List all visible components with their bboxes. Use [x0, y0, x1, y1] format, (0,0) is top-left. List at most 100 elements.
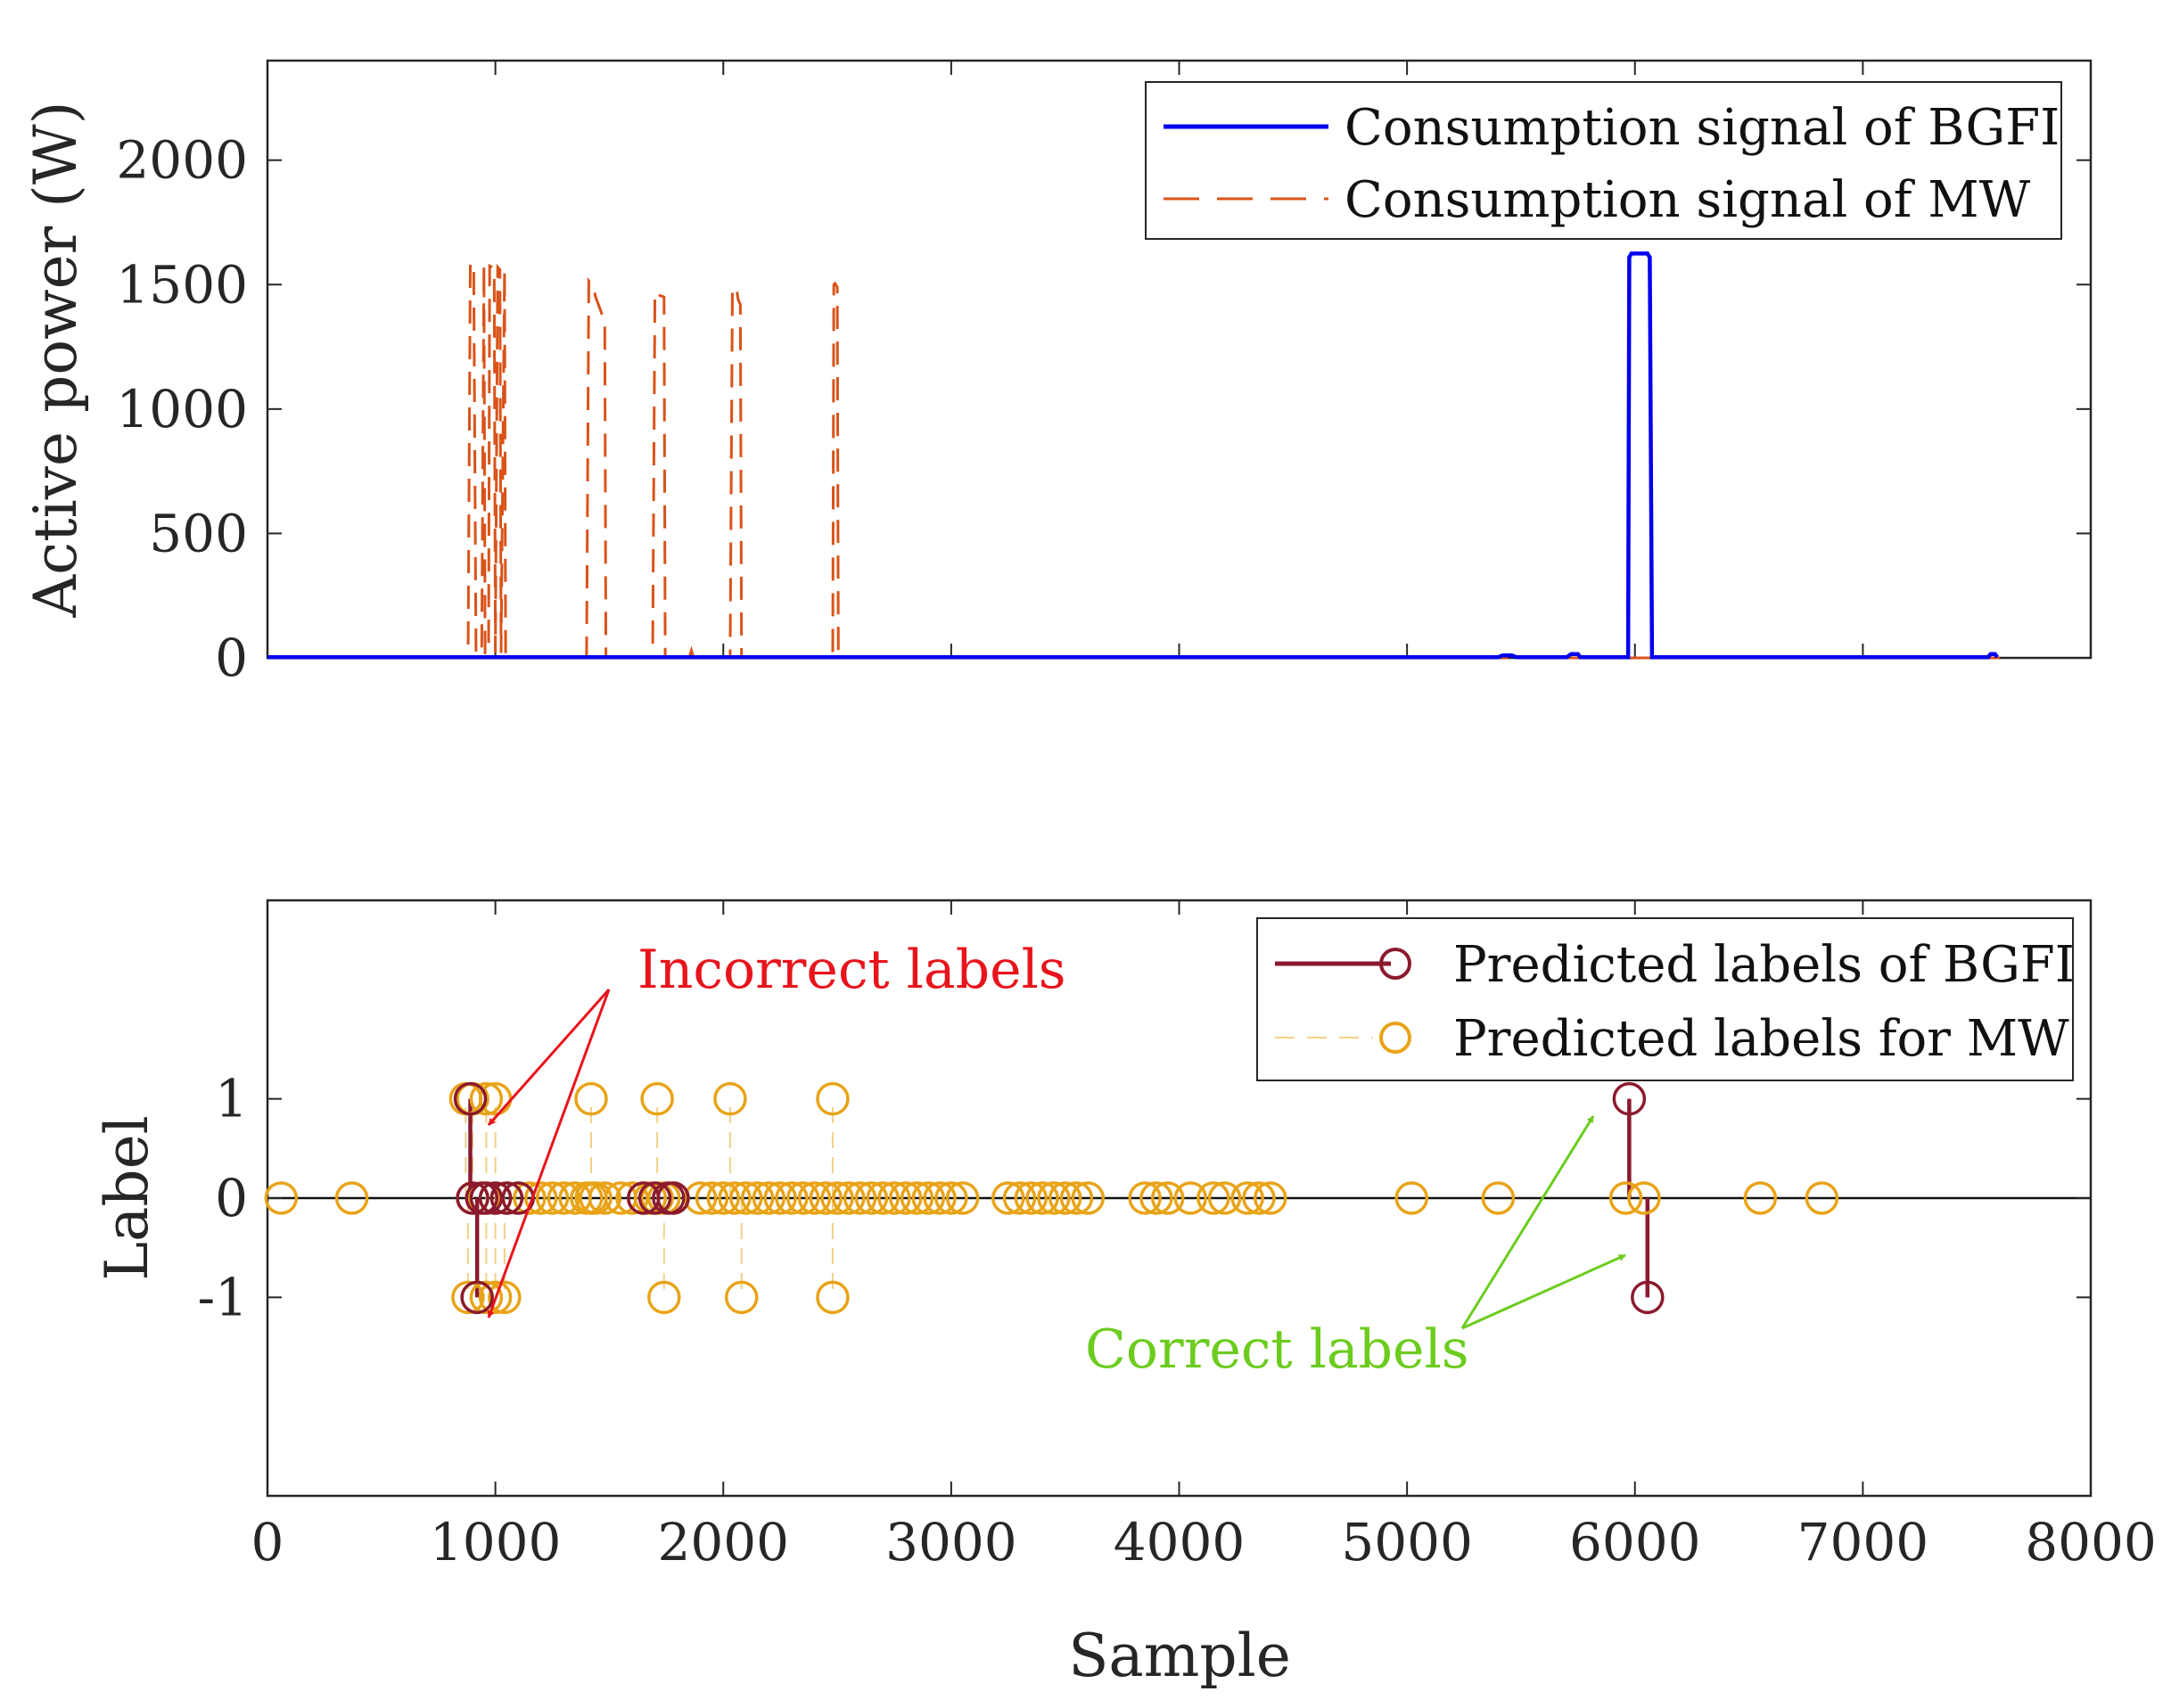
bgfi-label-marker [453, 1081, 488, 1116]
mw-label-marker [1048, 1181, 1082, 1215]
mw-label-marker [1025, 1181, 1059, 1215]
mw-label-marker [615, 1181, 649, 1215]
mw-label-marker [820, 1181, 854, 1215]
mw-label-marker [1014, 1181, 1048, 1215]
top-series-group [267, 251, 2000, 660]
mw-label-marker [1481, 1181, 1516, 1215]
mw-label-marker [889, 1181, 923, 1215]
mw-label-marker [854, 1181, 889, 1215]
mw-label-marker [1173, 1181, 1208, 1215]
mw-label-marker [911, 1181, 946, 1215]
mw-label-marker [729, 1181, 763, 1215]
mw-label-marker [469, 1081, 504, 1116]
mw-label-marker [1242, 1181, 1276, 1215]
bgfi-label-marker [1612, 1081, 1647, 1116]
top-y-tick-label: 1000 [116, 379, 248, 439]
mw-label-marker [683, 1181, 718, 1215]
top-y-tick-label: 1500 [116, 254, 248, 315]
incorrect-arrow-lower [487, 989, 611, 1318]
bgfi-label-marker [1631, 1280, 1665, 1315]
bottom-x-tick-label: 6000 [1569, 1512, 1701, 1573]
mw-label-marker [513, 1181, 547, 1215]
bottom-x-tick-label: 8000 [2025, 1512, 2157, 1573]
legend-label-mw-signal: Consumption signal of MW [1345, 171, 2031, 229]
mw-label-marker [264, 1181, 299, 1215]
mw-label-marker [695, 1181, 729, 1215]
mw-label-marker [478, 1280, 513, 1315]
correct-arrow-lower [1461, 1253, 1626, 1330]
bottom-chart-panel: 0 1000 2000 3000 4000 5000 6000 7000 8000 -1 0 1 L… [93, 899, 2157, 1690]
mw-label-marker [843, 1181, 877, 1215]
mw-label-marker [1207, 1181, 1242, 1215]
bgfi-label-marker [478, 1181, 513, 1215]
top-legend-box [1145, 81, 2062, 240]
incorrect-labels-text: Incorrect labels [637, 939, 1066, 1001]
bottom-x-tick-label: 1000 [430, 1512, 562, 1573]
mw-label-marker [451, 1280, 485, 1315]
mw-label-marker [1002, 1181, 1037, 1215]
bottom-y-tick-label: 1 [215, 1069, 248, 1129]
mw-label-marker [1139, 1181, 1173, 1215]
mw-label-marker [1037, 1181, 1071, 1215]
top-y-tick-label: 2000 [116, 130, 248, 191]
correct-labels-annotation: Correct labels [1085, 1115, 1626, 1381]
bgfi-label-marker [637, 1181, 672, 1215]
mw-label-marker [877, 1181, 911, 1215]
bottom-legend: Predicted labels of BGFI Predicted label… [1256, 917, 2075, 1081]
mw-label-marker [763, 1181, 797, 1215]
mw-label-marker [1197, 1181, 1230, 1215]
correct-labels-text: Correct labels [1085, 1318, 1469, 1381]
legend-marker-bgfi-labels [1379, 948, 1411, 980]
bgfi-label-marker [656, 1181, 690, 1215]
mw-label-marker [923, 1181, 957, 1215]
mw-label-marker [640, 1081, 674, 1116]
bottom-x-tick-label: 5000 [1341, 1512, 1473, 1573]
mw-label-marker [469, 1280, 504, 1315]
top-y-axis-title: Active power (W) [21, 102, 90, 619]
mw-label-marker [1230, 1181, 1264, 1215]
mw-label-marker [740, 1181, 775, 1215]
mw-label-marker [1150, 1181, 1185, 1215]
mw-label-marker [991, 1181, 1025, 1215]
bottom-x-ticks: 0 1000 2000 3000 4000 5000 6000 7000 8000 [251, 900, 2157, 1573]
bgfi-label-marker [489, 1181, 524, 1215]
mw-label-marker [547, 1181, 581, 1215]
legend-label-mw-labels: Predicted labels for MW [1453, 1010, 2069, 1068]
bottom-x-tick-label: 3000 [885, 1512, 1017, 1573]
mw-label-marker [809, 1181, 843, 1215]
bottom-x-tick-label: 7000 [1797, 1512, 1929, 1573]
bgfi-label-marker [460, 1280, 494, 1315]
mw-label-marker [524, 1181, 558, 1215]
bottom-x-tick-label: 2000 [657, 1512, 789, 1573]
legend-marker-mw-labels [1379, 1022, 1411, 1054]
mw-label-marker [752, 1181, 786, 1215]
mw-signal-line [267, 262, 2000, 660]
mw-label-marker [713, 1081, 747, 1116]
mw-label-marker [574, 1081, 608, 1116]
top-legend: Consumption signal of BGFI Consumption s… [1145, 81, 2062, 240]
legend-label-bgfi-labels: Predicted labels of BGFI [1453, 936, 2075, 994]
bgfi-label-marker [456, 1181, 489, 1215]
top-y-tick-label: 500 [149, 503, 248, 563]
mw-label-marker [334, 1181, 369, 1215]
mw-label-marker [1805, 1181, 1839, 1215]
mw-label-marker [1743, 1181, 1778, 1215]
bottom-y-tick-label: 0 [215, 1168, 248, 1228]
mw-label-marker [718, 1181, 752, 1215]
mw-label-marker [535, 1181, 570, 1215]
mw-label-marker [1608, 1181, 1643, 1215]
top-y-tick-label: 0 [215, 628, 248, 688]
bottom-x-axis-title: Sample [1068, 1622, 1291, 1690]
legend-label-bgfi-signal: Consumption signal of BGFI [1345, 99, 2060, 157]
mw-label-marker [934, 1181, 968, 1215]
mw-label-marker [866, 1181, 900, 1215]
incorrect-arrow-upper [487, 989, 611, 1126]
mw-label-marker [785, 1181, 820, 1215]
mw-label-marker [1128, 1181, 1162, 1215]
top-chart-panel: 0 500 1000 1500 2000 Active power (W) Consum… [21, 59, 2093, 688]
mw-label-marker [832, 1181, 866, 1215]
mw-label-marker [1059, 1181, 1094, 1215]
mw-label-marker [775, 1181, 809, 1215]
correct-arrow-upper [1460, 1115, 1595, 1329]
